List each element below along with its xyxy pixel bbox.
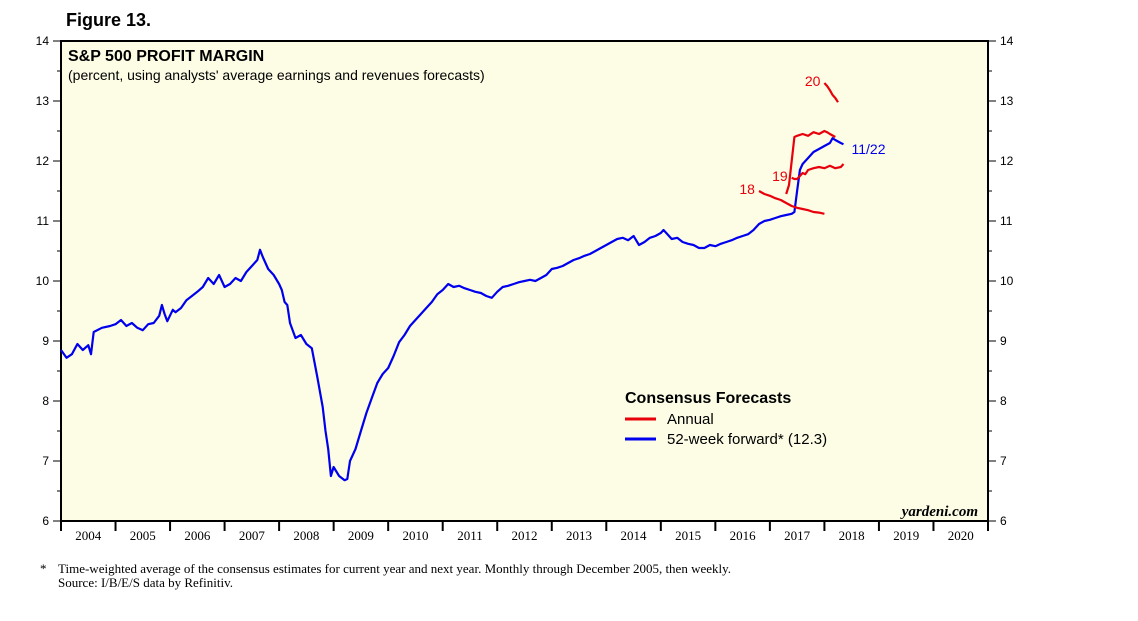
x-axis: 2004 2005 2006 2007 2008 2009 2010 2011 2012 2013… bbox=[60, 521, 989, 543]
legend-title: Consensus Forecasts bbox=[625, 390, 791, 407]
series-label: 20 bbox=[805, 73, 821, 89]
y-tick-label-left: 14 bbox=[36, 34, 50, 48]
y-tick-label-left: 13 bbox=[36, 94, 50, 108]
y-tick-label-left: 8 bbox=[42, 394, 49, 408]
series-label: 19 bbox=[772, 168, 788, 184]
x-tick-label: 2019 bbox=[893, 528, 919, 543]
y-tick-label-right: 9 bbox=[1000, 334, 1007, 348]
figure-label: Figure 13. bbox=[66, 10, 152, 30]
series-line-annual-step bbox=[785, 129, 836, 195]
x-tick-label: 2018 bbox=[839, 528, 865, 543]
watermark: yardeni.com bbox=[900, 504, 978, 520]
y-tick-label-right: 6 bbox=[1000, 514, 1007, 528]
series-line-52-week-forward bbox=[60, 137, 844, 482]
footnote: * Time-weighted average of the consensus … bbox=[40, 562, 731, 590]
series-line-2018-annual bbox=[758, 190, 825, 215]
chart-subtitle: (percent, using analysts' average earnin… bbox=[68, 67, 485, 83]
x-tick-label: 2009 bbox=[348, 528, 374, 543]
x-tick-label: 2004 bbox=[75, 528, 102, 543]
y-tick-label-right: 14 bbox=[1000, 34, 1014, 48]
series-labels: 11/22 18 19 20 bbox=[739, 73, 885, 197]
y-axis-left: 6 7 8 9 10 11 12 13 14 bbox=[36, 34, 61, 528]
x-tick-label: 2005 bbox=[130, 528, 156, 543]
y-tick-label-left: 6 bbox=[42, 514, 49, 528]
chart-title: S&P 500 PROFIT MARGIN bbox=[68, 48, 264, 65]
y-tick-label-right: 8 bbox=[1000, 394, 1007, 408]
series-end-label: 11/22 bbox=[851, 141, 885, 157]
source-line: Source: I/B/E/S data by Refinitiv. bbox=[58, 575, 233, 590]
x-tick-label: 2008 bbox=[293, 528, 319, 543]
y-tick-label-left: 12 bbox=[36, 154, 50, 168]
x-tick-label: 2014 bbox=[621, 528, 648, 543]
series-group bbox=[60, 82, 845, 482]
x-tick-label: 2007 bbox=[239, 528, 266, 543]
series-line-2020-annual bbox=[823, 82, 839, 103]
x-tick-label: 2010 bbox=[402, 528, 428, 543]
x-tick-label: 2006 bbox=[184, 528, 211, 543]
y-tick-label-right: 12 bbox=[1000, 154, 1014, 168]
series-line-2019-annual bbox=[791, 163, 845, 181]
y-tick-label-right: 13 bbox=[1000, 94, 1014, 108]
x-tick-label: 2015 bbox=[675, 528, 701, 543]
x-tick-label: 2020 bbox=[948, 528, 974, 543]
y-tick-label-right: 11 bbox=[1000, 214, 1013, 228]
x-tick-label: 2011 bbox=[457, 528, 483, 543]
legend-label-annual: Annual bbox=[667, 411, 714, 428]
y-axis-right: 6 7 8 9 10 11 12 13 14 bbox=[988, 34, 1014, 528]
footnote-marker: * bbox=[40, 561, 47, 576]
x-tick-label: 2016 bbox=[730, 528, 757, 543]
series-label: 18 bbox=[739, 181, 755, 197]
y-tick-label-left: 10 bbox=[36, 274, 50, 288]
legend: Consensus Forecasts Annual 52-week forwa… bbox=[625, 390, 827, 448]
y-tick-label-left: 9 bbox=[42, 334, 49, 348]
y-tick-label-left: 7 bbox=[42, 454, 49, 468]
x-tick-label: 2017 bbox=[784, 528, 811, 543]
x-tick-label: 2012 bbox=[512, 528, 538, 543]
legend-label-forward: 52-week forward* (12.3) bbox=[667, 431, 827, 448]
y-tick-label-right: 7 bbox=[1000, 454, 1007, 468]
x-tick-label: 2013 bbox=[566, 528, 592, 543]
y-tick-label-right: 10 bbox=[1000, 274, 1014, 288]
footnote-text: Time-weighted average of the consensus e… bbox=[58, 561, 732, 576]
y-tick-label-left: 11 bbox=[37, 214, 50, 228]
